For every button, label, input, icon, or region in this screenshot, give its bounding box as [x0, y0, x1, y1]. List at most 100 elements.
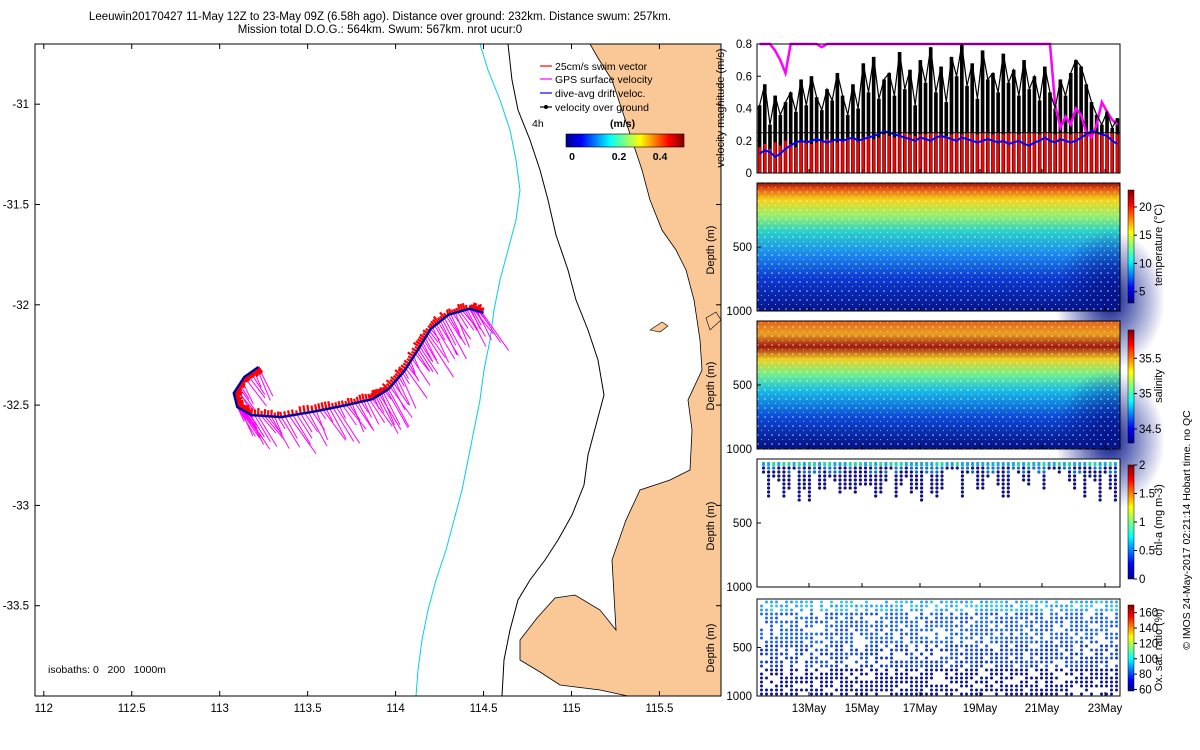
gps-velocity-vector	[395, 380, 402, 395]
oxygen-sample	[895, 628, 898, 632]
chl-sample	[1022, 478, 1026, 482]
oxygen-sample	[830, 616, 833, 620]
oxygen-sample	[780, 640, 783, 644]
oxygen-sample	[810, 680, 813, 684]
oxygen-sample	[940, 616, 943, 620]
swim-velocity-bar	[1038, 134, 1041, 173]
oxygen-sample	[1050, 620, 1053, 624]
oxygen-sample	[865, 624, 868, 628]
oxygen-sample	[1065, 660, 1068, 664]
oxygen-sample	[780, 608, 783, 612]
map-xtick-label: 112.5	[118, 703, 146, 715]
oxygen-sample	[935, 668, 938, 672]
oxygen-sample	[840, 624, 843, 628]
oxygen-sample	[870, 652, 873, 656]
oxygen-sample	[1055, 636, 1058, 640]
chl-sample	[996, 482, 1000, 486]
oxygen-sample	[920, 684, 923, 688]
oxygen-sample	[970, 644, 973, 648]
oxygen-sample	[1105, 644, 1108, 648]
oxygen-sample	[1075, 624, 1078, 628]
oxygen-sample	[970, 684, 973, 688]
oxygen-sample	[820, 640, 823, 644]
chl-sample	[915, 462, 918, 466]
oxygen-sample	[895, 620, 898, 624]
chl-sample	[894, 482, 898, 486]
oxygen-sample	[770, 692, 773, 696]
chl-sample	[1027, 482, 1031, 486]
oxygen-sample	[1010, 672, 1013, 676]
swim-velocity-bar	[934, 132, 938, 173]
chl-sample	[996, 478, 1000, 482]
oxygen-sample	[1110, 680, 1113, 684]
oxygen-sample	[905, 600, 908, 604]
oxygen-sample	[770, 652, 773, 656]
colorbar-tick-0: 0	[569, 151, 575, 163]
oxygen-sample	[765, 660, 768, 664]
title-line-2: Mission total D.O.G.: 564km. Swum: 567km…	[237, 24, 523, 36]
gps-velocity-vector	[479, 311, 501, 343]
chl-sample	[818, 466, 822, 470]
oxygen-sample	[885, 664, 888, 668]
chl-sample	[914, 478, 919, 482]
oxygen-sample	[1000, 604, 1003, 608]
oxygen-sample	[1065, 612, 1068, 616]
chl-sample	[767, 474, 771, 478]
oxygen-sample	[845, 684, 848, 688]
oxygen-sample	[795, 688, 798, 692]
oxygen-sample	[935, 604, 938, 608]
oxygen-sample	[875, 608, 878, 612]
chl-sample	[1006, 490, 1010, 494]
oxygen-sample	[965, 652, 968, 656]
gps-velocity-vector	[411, 358, 431, 386]
oxygen-sample	[810, 604, 813, 608]
gps-velocity-vector	[325, 408, 334, 423]
chl-sample	[1093, 466, 1097, 470]
oxygen-sample	[1000, 676, 1003, 680]
swim-velocity-bar	[830, 140, 834, 173]
oxygen-sample	[790, 620, 793, 624]
oxygen-sample	[1040, 668, 1043, 672]
oxygen-sample	[825, 660, 828, 664]
oxygen-sample	[1060, 684, 1063, 688]
oxygen-sample	[850, 648, 853, 652]
oxygen-sample	[985, 620, 988, 624]
oxygen-sample	[765, 640, 768, 644]
gps-velocity-vector	[396, 378, 411, 406]
chl-sample	[1001, 482, 1005, 486]
oxygen-sample	[900, 680, 903, 684]
legend-swim: 25cm/s swim vector	[555, 61, 648, 73]
oxygen-sample	[920, 604, 923, 608]
chl-sample	[838, 478, 842, 482]
oxygen-sample	[785, 620, 788, 624]
oxygen-sample	[1005, 660, 1008, 664]
oxygen-sample	[1025, 644, 1028, 648]
oxygen-sample	[870, 636, 873, 640]
oxygen-sample	[815, 660, 818, 664]
swim-velocity-bar	[1090, 132, 1093, 173]
ground-velocity-bar	[773, 95, 777, 173]
oxygen-sample	[895, 664, 898, 668]
chl-sample	[767, 462, 771, 466]
oxygen-sample	[1030, 652, 1033, 656]
chl-sample	[909, 490, 914, 494]
chl-sample	[960, 462, 964, 466]
oxygen-sample	[945, 684, 948, 688]
chl-sample	[843, 466, 847, 470]
oxygen-sample	[945, 644, 948, 648]
oxygen-sample	[1020, 640, 1023, 644]
gps-velocity-vector	[470, 309, 481, 330]
swim-velocity-bar	[789, 143, 793, 173]
oxygen-sample	[970, 660, 973, 664]
oxygen-sample	[1115, 684, 1118, 688]
gps-velocity-vector	[450, 313, 461, 334]
oxygen-sample	[915, 664, 918, 668]
oxygen-sample	[890, 604, 893, 608]
oxygen-sample	[795, 644, 798, 648]
oxygen-sample	[1010, 636, 1013, 640]
oxygen-sample	[935, 616, 938, 620]
gps-velocity-vector	[452, 313, 472, 340]
oxygen-sample	[1030, 660, 1033, 664]
ground-velocity-bar	[799, 79, 803, 173]
oxygen-sample	[930, 664, 933, 668]
